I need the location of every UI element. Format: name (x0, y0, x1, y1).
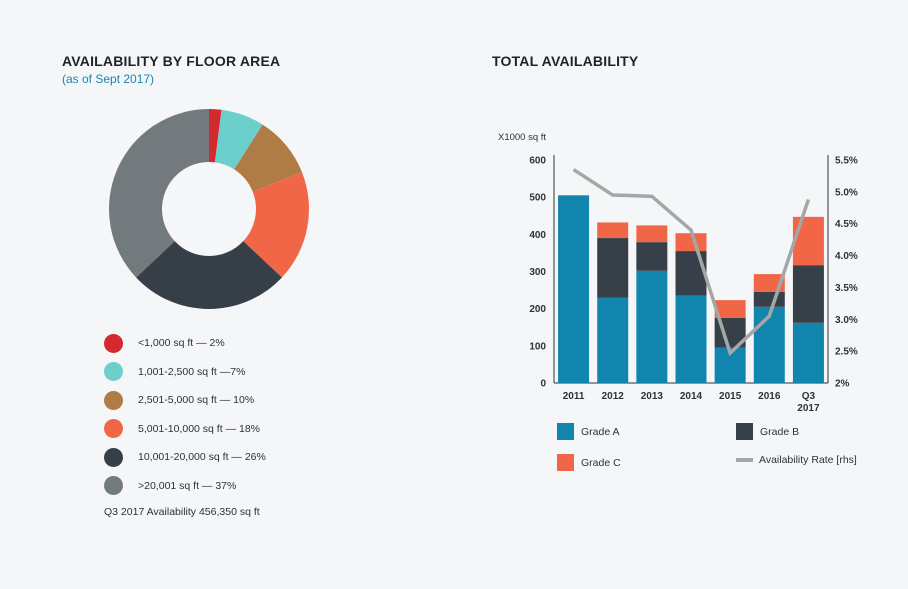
y-tick-label: 600 (529, 156, 546, 167)
y-tick-label: 0 (540, 379, 546, 390)
legend-dot-icon (104, 333, 123, 353)
legend-dot-icon (104, 419, 123, 438)
legend-swatch-icon (736, 458, 753, 462)
legend-dot-icon (104, 390, 123, 410)
x-tick-label: 2015 (719, 391, 742, 402)
y-tick-label: 500 (529, 193, 546, 204)
bar-grade-b (675, 251, 707, 296)
legend-dot-icon (104, 476, 123, 495)
left-panel-title: AVAILABILITY BY FLOOR AREA (62, 53, 281, 69)
bar-legend-label: Grade A (581, 425, 620, 438)
donut-legend-item: 5,001-10,000 sq ft — 18% (104, 418, 260, 440)
bar-legend-label: Availability Rate [rhs] (759, 454, 857, 466)
donut-legend-label: <1,000 sq ft — 2% (138, 337, 225, 349)
donut-legend-label: 2,501-5,000 sq ft — 10% (138, 394, 255, 406)
bar-legend-item: Grade B (736, 423, 799, 440)
x-tick-label: 2014 (680, 391, 703, 402)
legend-dot-icon (104, 447, 123, 467)
legend-dot-icon (104, 362, 123, 381)
bar-grade-a (753, 306, 785, 383)
y-axis-label: X1000 sq ft (498, 132, 546, 143)
bar-grade-c (792, 216, 824, 266)
y2-tick-label: 3.5% (835, 283, 858, 294)
x-tick-label: Q3 2017 (797, 391, 820, 414)
x-tick-label: 2011 (563, 391, 585, 402)
bar-legend-item: Availability Rate [rhs] (736, 454, 857, 466)
y-tick-label: 100 (529, 341, 546, 352)
donut-slice-3 (243, 172, 309, 278)
legend-swatch-icon (736, 423, 753, 440)
donut-legend-item: >20,001 sq ft — 37% (104, 475, 236, 497)
y-tick-label: 200 (529, 304, 546, 315)
bar-legend-item: Grade C (557, 454, 621, 471)
y2-tick-label: 3.0% (835, 315, 858, 326)
stacked-bar-chart: X1000 sq ft 0 100 200 300 400 500 600 2% 2.5% 3.0%… (498, 132, 858, 414)
bar-legend-label: Grade B (760, 425, 800, 438)
bar-grade-a (558, 195, 590, 383)
bar-grade-b (792, 265, 824, 323)
x-tick-label: 2012 (602, 391, 625, 402)
donut-legend-label: >20,001 sq ft — 37% (138, 479, 237, 492)
donut-legend-label: 1,001-2,500 sq ft —7% (138, 365, 246, 378)
y2-tick-label: 4.5% (835, 219, 858, 230)
y2-tick-label: 2.5% (835, 347, 858, 358)
bar-grade-c (714, 300, 746, 318)
y-tick-label: 400 (529, 230, 546, 241)
legend-swatch-icon (557, 423, 574, 440)
bar-legend-label: Grade C (581, 456, 621, 469)
donut-slice-2 (234, 124, 302, 192)
donut-legend-label: 10,001-20,000 sq ft — 26% (138, 451, 266, 463)
donut-slice-1 (214, 109, 263, 170)
bar-grade-b (753, 291, 785, 307)
donut-chart (109, 109, 309, 309)
donut-slice-0 (209, 109, 222, 163)
bar-grade-b (597, 238, 629, 298)
bar-grade-c (597, 222, 629, 239)
y2-tick-label: 5.0% (835, 187, 858, 198)
bar-grade-a (792, 322, 824, 383)
donut-legend-item: 2,501-5,000 sq ft — 10% (104, 389, 254, 411)
bar-grade-a (597, 297, 629, 383)
bar-grade-c (636, 225, 668, 243)
bar-grade-a (636, 270, 668, 383)
bar-grade-c (753, 274, 785, 292)
donut-legend-item: 10,001-20,000 sq ft — 26% (104, 446, 266, 468)
donut-slice-4 (136, 241, 282, 309)
y2-tick-label: 2% (835, 379, 850, 390)
donut-legend-item: <1,000 sq ft — 2% (104, 332, 225, 354)
availability-footnote: Q3 2017 Availability 456,350 sq ft (104, 506, 260, 518)
donut-legend-item: 1,001-2,500 sq ft —7% (104, 361, 245, 383)
x-tick-label: 2013 (641, 391, 664, 402)
bar-grade-c (675, 233, 707, 252)
right-panel-title: TOTAL AVAILABILITY (492, 53, 639, 69)
donut-slice-5 (109, 109, 209, 278)
legend-swatch-icon (557, 454, 574, 471)
bar-grade-b (636, 242, 668, 271)
bar-legend-item: Grade A (557, 423, 620, 440)
y-tick-label: 300 (529, 267, 546, 278)
left-panel-subtitle: (as of Sept 2017) (62, 72, 155, 86)
availability-rate-line (572, 168, 811, 357)
donut-legend-label: 5,001-10,000 sq ft — 18% (138, 422, 260, 435)
y2-tick-label: 5.5% (835, 156, 858, 167)
y2-tick-label: 4.0% (835, 251, 858, 262)
x-tick-label: 2016 (758, 391, 781, 402)
bar-grade-a (675, 295, 707, 383)
